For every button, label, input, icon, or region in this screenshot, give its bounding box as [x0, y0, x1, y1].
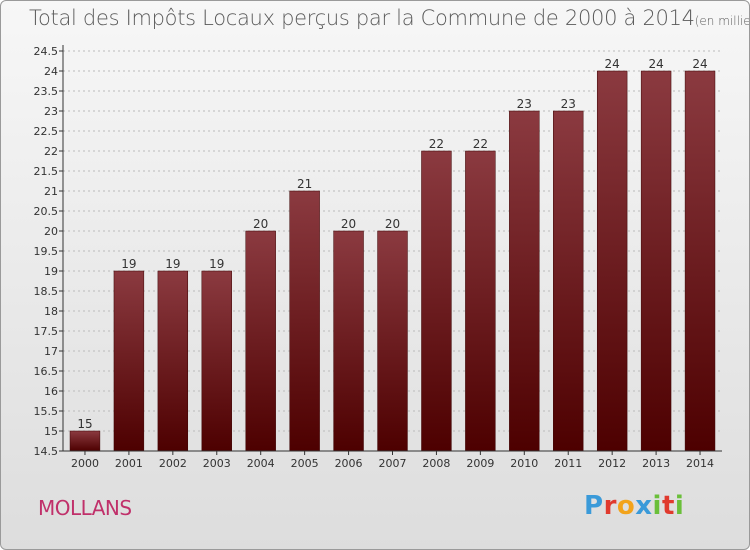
x-tick-label: 2006: [335, 457, 363, 470]
logo-letter: P: [584, 491, 604, 521]
x-tick-label: 2009: [466, 457, 494, 470]
x-tick-label: 2012: [598, 457, 626, 470]
value-label: 19: [165, 257, 180, 271]
proxiti-logo[interactable]: Proxiti: [584, 491, 684, 521]
bar-2009: [465, 150, 496, 452]
bar-2013: [640, 70, 672, 452]
value-label: 23: [561, 97, 576, 111]
y-tick-label: 24.5: [34, 45, 59, 58]
x-tick-label: 2008: [422, 457, 450, 470]
value-label: 20: [253, 217, 268, 231]
value-label: 20: [385, 217, 400, 231]
y-tick-label: 19: [44, 265, 58, 278]
value-label: 24: [605, 57, 620, 71]
value-label: 21: [297, 177, 312, 191]
y-tick-label: 17: [44, 345, 58, 358]
value-label: 15: [77, 417, 92, 431]
y-tick-label: 21.5: [34, 165, 59, 178]
bar-2010: [509, 110, 540, 452]
bar-2012: [596, 70, 628, 452]
x-tick-label: 2010: [510, 457, 538, 470]
y-tick-label: 23.5: [34, 85, 59, 98]
value-label: 20: [341, 217, 356, 231]
x-tick-label: 2005: [291, 457, 319, 470]
bar-2004: [245, 230, 276, 452]
y-tick-label: 23: [44, 105, 58, 118]
x-tick-label: 2011: [554, 457, 582, 470]
bar-2006: [333, 230, 364, 452]
logo-letter: i: [674, 491, 685, 521]
value-label: 24: [648, 57, 663, 71]
y-tick-label: 20: [44, 225, 58, 238]
bar-2008: [421, 150, 452, 452]
value-label: 23: [517, 97, 532, 111]
x-tick-label: 2004: [247, 457, 275, 470]
x-tick-label: 2000: [71, 457, 99, 470]
y-tick-label: 22.5: [34, 125, 59, 138]
y-tick-label: 18.5: [34, 285, 59, 298]
bar-layer: 15 19 19 19 20 21 20 20 22 22 23 23 24 24 24: [69, 57, 716, 452]
value-label: 24: [692, 57, 707, 71]
x-tick-label: 2003: [203, 457, 231, 470]
logo-letter: o: [616, 491, 636, 521]
chart-title: Total des Impôts Locaux perçus par la Co…: [29, 6, 750, 30]
axis-layer: 14.5 15 15.5 16 16.5 17 17.5 18 18.5 19 19.5 20 20.5…: [34, 45, 722, 470]
logo-letter: r: [603, 491, 617, 521]
logo-letter: t: [661, 491, 675, 521]
chart-title-text: Total des Impôts Locaux perçus par la Co…: [29, 6, 695, 30]
y-tick-label: 20.5: [34, 205, 59, 218]
bar-2002: [157, 270, 189, 452]
y-tick-label: 15.5: [34, 405, 59, 418]
bar-2011: [553, 110, 584, 452]
bar-2014: [684, 70, 716, 452]
value-label: 22: [473, 137, 488, 151]
x-tick-label: 2001: [115, 457, 143, 470]
y-tick-label: 17.5: [34, 325, 59, 338]
value-label: 19: [121, 257, 136, 271]
bar-2001: [113, 270, 145, 452]
bar-2007: [377, 230, 408, 452]
chart-unit: (en milliers d'€): [694, 14, 750, 28]
y-tick-label: 15: [44, 425, 58, 438]
logo-letter: i: [652, 491, 662, 521]
y-tick-label: 19.5: [34, 245, 59, 258]
x-tick-label: 2013: [642, 457, 670, 470]
commune-name: MOLLANS: [38, 496, 132, 520]
y-tick-label: 21: [44, 185, 58, 198]
value-label: 22: [429, 137, 444, 151]
y-tick-label: 22: [44, 145, 58, 158]
y-tick-label: 18: [44, 305, 58, 318]
value-label: 19: [209, 257, 224, 271]
y-tick-label: 24: [44, 65, 58, 78]
logo-letter: x: [635, 491, 653, 521]
bar-2005: [289, 190, 320, 452]
bar-2003: [201, 270, 232, 452]
bar-2000: [69, 430, 101, 452]
y-tick-label: 16: [44, 385, 58, 398]
y-tick-label: 14.5: [34, 445, 59, 458]
y-tick-label: 16.5: [34, 365, 59, 378]
x-tick-label: 2002: [159, 457, 187, 470]
x-tick-label: 2014: [686, 457, 714, 470]
x-tick-label: 2007: [379, 457, 407, 470]
